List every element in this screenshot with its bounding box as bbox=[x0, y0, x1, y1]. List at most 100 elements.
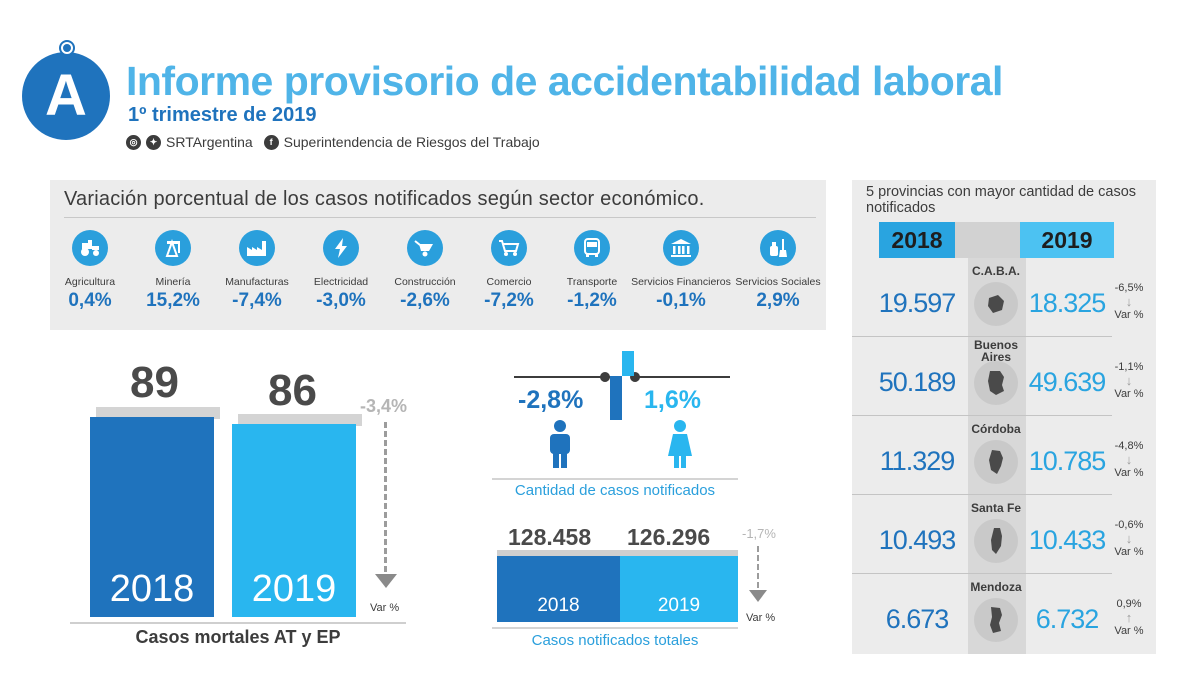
province-row: Santa Fe 10.493 10.433 -0,6% ↓ Var % bbox=[852, 495, 1156, 574]
totals-baseline bbox=[492, 627, 738, 629]
province-value-2018: 11.329 bbox=[879, 446, 956, 476]
province-variation: 0,9% ↑ Var % bbox=[1106, 598, 1152, 638]
sector-construccion: Construcción -2,6% bbox=[380, 230, 470, 312]
twitter-icon[interactable]: ✦ bbox=[146, 134, 161, 150]
arrow-down-icon: ↓ bbox=[1125, 452, 1133, 467]
province-variation-value: -6,5% bbox=[1114, 282, 1144, 294]
sector-name: Electricidad bbox=[313, 276, 369, 288]
sector-name: Minería bbox=[155, 276, 191, 288]
province-row: Mendoza 6.673 6.732 0,9% ↑ Var % bbox=[852, 574, 1156, 653]
province-name: C.A.B.A. bbox=[972, 264, 1020, 278]
totals-bar-2018: 2018 bbox=[497, 556, 620, 622]
sector-value: -3,0% bbox=[316, 290, 366, 311]
var-label: Var % bbox=[1114, 546, 1144, 558]
totals-bar-shadow bbox=[497, 550, 738, 558]
sector-name: Manufacturas bbox=[225, 276, 289, 288]
province-value-2019: 6.732 bbox=[1035, 604, 1100, 634]
provinces-title: 5 provincias con mayor cantidad de casos… bbox=[866, 184, 1137, 216]
mortal-caption: Casos mortales AT y EP bbox=[135, 627, 341, 647]
province-map-icon bbox=[974, 282, 1018, 326]
arrow-down-icon: ↓ bbox=[1125, 294, 1133, 309]
male-variation-bar bbox=[610, 376, 622, 420]
var-label: Var % bbox=[746, 612, 776, 624]
sector-agricultura: Agricultura 0,4% bbox=[45, 230, 135, 312]
male-icon bbox=[550, 420, 570, 468]
sector-servicios-sociales: Servicios Sociales 2,9% bbox=[730, 230, 826, 312]
arrow-down-icon: ↓ bbox=[1125, 531, 1133, 546]
variation-dashed-line bbox=[384, 422, 387, 572]
province-value-2019: 10.785 bbox=[1028, 446, 1107, 476]
factory-icon bbox=[239, 230, 275, 266]
provinces-header-2018: 2018 bbox=[879, 222, 955, 258]
lightning-icon bbox=[323, 230, 359, 266]
male-variation: -2,8% bbox=[518, 386, 584, 414]
mortal-bar-2018: 2018 bbox=[90, 417, 214, 617]
sector-name: Servicios Sociales bbox=[735, 276, 821, 288]
province-variation: -6,5% ↓ Var % bbox=[1106, 282, 1152, 322]
sectors-panel: Variación porcentual de los casos notifi… bbox=[50, 180, 826, 330]
sector-transporte: Transporte -1,2% bbox=[547, 230, 637, 312]
arrow-down-icon bbox=[375, 574, 397, 588]
facebook-name[interactable]: Superintendencia de Riesgos del Trabajo bbox=[283, 134, 540, 150]
var-label: Var % bbox=[1114, 467, 1144, 479]
arrow-up-icon: ↑ bbox=[1125, 610, 1133, 625]
sector-name: Agricultura bbox=[64, 276, 116, 288]
province-name: Santa Fe bbox=[970, 501, 1021, 515]
bar-year-label: 2018 bbox=[109, 568, 195, 610]
province-variation: -4,8% ↓ Var % bbox=[1106, 440, 1152, 480]
bar-year-label: 2019 bbox=[251, 568, 337, 610]
sector-manufacturas: Manufacturas -7,4% bbox=[212, 230, 302, 312]
gender-line-left bbox=[514, 376, 610, 378]
var-label: Var % bbox=[1114, 625, 1144, 637]
province-row: C.A.B.A. 19.597 18.325 -6,5% ↓ Var % bbox=[852, 258, 1156, 337]
sector-value: -1,2% bbox=[567, 290, 617, 311]
sector-name: Comercio bbox=[486, 276, 532, 288]
facebook-icon[interactable]: f bbox=[263, 134, 279, 150]
instagram-icon[interactable]: ◎ bbox=[126, 134, 141, 150]
sector-value: 0,4% bbox=[68, 290, 112, 311]
tractor-icon bbox=[72, 230, 108, 266]
gender-dot-right bbox=[630, 372, 640, 382]
arrow-down-icon: ↓ bbox=[1125, 373, 1133, 388]
province-variation: -0,6% ↓ Var % bbox=[1106, 519, 1152, 559]
totals-variation: -1,7% bbox=[742, 526, 776, 541]
sectors-divider bbox=[64, 217, 816, 218]
sector-comercio: Comercio -7,2% bbox=[464, 230, 554, 312]
totals-caption: Casos notificados totales bbox=[531, 632, 699, 649]
totals-bar-2019: 2019 bbox=[620, 556, 738, 622]
social-handle[interactable]: SRTArgentina bbox=[166, 134, 253, 150]
sectors-title: Variación porcentual de los casos notifi… bbox=[64, 188, 705, 210]
mortal-bar-2019: 2019 bbox=[232, 424, 356, 617]
bar-shadow-2019 bbox=[238, 414, 362, 426]
province-variation-value: -1,1% bbox=[1114, 361, 1144, 373]
sector-name: Construcción bbox=[394, 276, 456, 288]
province-variation-value: -0,6% bbox=[1114, 519, 1144, 531]
mortal-value-2018: 89 bbox=[130, 358, 179, 407]
bank-icon bbox=[663, 230, 699, 266]
row-divider bbox=[852, 573, 1112, 574]
sector-value: -0,1% bbox=[656, 290, 706, 311]
gender-caption: Cantidad de casos notificados bbox=[514, 482, 716, 499]
bar-year-label: 2018 bbox=[537, 595, 580, 616]
provinces-panel: 5 provincias con mayor cantidad de casos… bbox=[852, 180, 1156, 654]
var-label: Var % bbox=[370, 602, 400, 614]
page-subtitle: 1º trimestre de 2019 bbox=[128, 104, 317, 126]
totals-dashed-line bbox=[757, 546, 759, 588]
sector-servicios-financieros: Servicios Financieros -0,1% bbox=[628, 230, 734, 312]
sector-value: 15,2% bbox=[146, 290, 200, 311]
sector-name: Transporte bbox=[566, 276, 618, 288]
province-row: Córdoba 11.329 10.785 -4,8% ↓ Var % bbox=[852, 416, 1156, 495]
province-map-icon bbox=[974, 598, 1018, 642]
province-name: Mendoza bbox=[970, 580, 1022, 594]
gender-baseline bbox=[492, 478, 738, 480]
province-variation: -1,1% ↓ Var % bbox=[1106, 361, 1152, 401]
province-value-2018: 50.189 bbox=[878, 367, 957, 397]
province-value-2018: 10.493 bbox=[878, 525, 957, 555]
wheelbarrow-icon bbox=[407, 230, 443, 266]
provinces-header-spacer bbox=[955, 222, 1020, 258]
var-label: Var % bbox=[1114, 309, 1144, 321]
social-links: ◎ ✦ SRTArgentina f Superintendencia de R… bbox=[126, 134, 540, 150]
totals-value-2018: 128.458 bbox=[508, 524, 592, 550]
province-value-2018: 19.597 bbox=[878, 288, 957, 318]
totals-value-2019: 126.296 bbox=[627, 524, 711, 550]
